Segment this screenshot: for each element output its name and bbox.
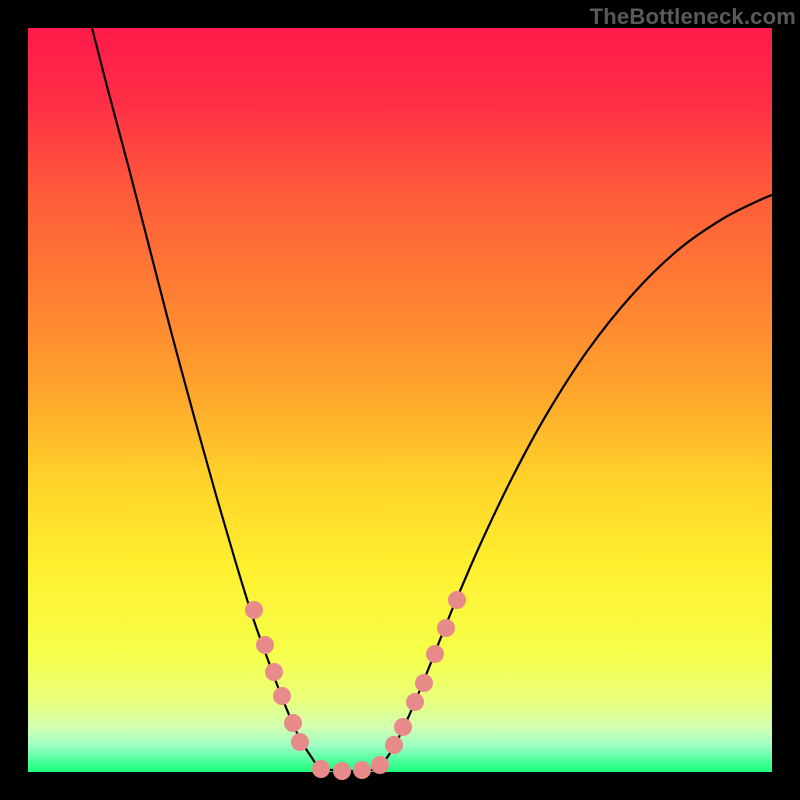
- data-marker: [371, 756, 389, 774]
- data-marker: [273, 687, 291, 705]
- bottleneck-curve-chart: [0, 0, 800, 800]
- data-marker: [415, 674, 433, 692]
- watermark-text: TheBottleneck.com: [590, 4, 796, 30]
- data-marker: [333, 762, 351, 780]
- data-marker: [448, 591, 466, 609]
- data-marker: [312, 760, 330, 778]
- data-marker: [406, 693, 424, 711]
- data-marker: [256, 636, 274, 654]
- data-marker: [284, 714, 302, 732]
- data-marker: [394, 718, 412, 736]
- chart-container: TheBottleneck.com: [0, 0, 800, 800]
- data-marker: [437, 619, 455, 637]
- data-marker: [245, 601, 263, 619]
- data-marker: [265, 663, 283, 681]
- data-marker: [353, 761, 371, 779]
- plot-area: [28, 28, 772, 772]
- data-marker: [426, 645, 444, 663]
- data-marker: [385, 736, 403, 754]
- data-marker: [291, 733, 309, 751]
